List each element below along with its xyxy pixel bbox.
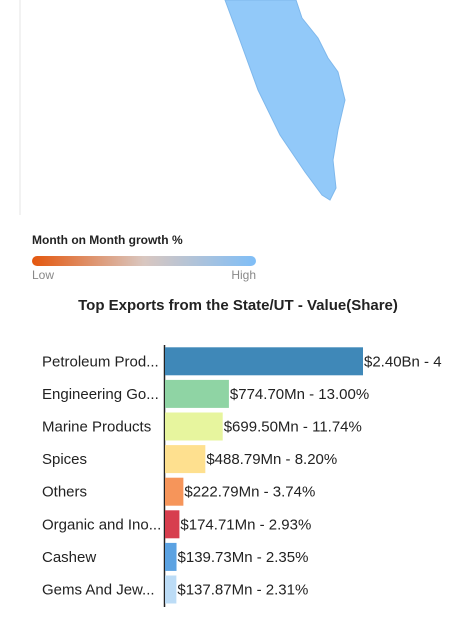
bar bbox=[165, 412, 223, 441]
value-label: $2.40Bn - 4 bbox=[364, 353, 442, 370]
legend-gradient bbox=[32, 256, 256, 266]
value-label: $174.71Mn - 2.93% bbox=[180, 516, 311, 533]
category-label: Spices bbox=[42, 451, 87, 468]
legend-high: High bbox=[231, 268, 256, 282]
bar bbox=[165, 379, 229, 408]
map-region[interactable] bbox=[224, 0, 346, 201]
value-label: $699.50Mn - 11.74% bbox=[224, 418, 362, 435]
category-label: Others bbox=[42, 484, 87, 501]
bar bbox=[165, 542, 177, 571]
legend-title: Month on Month growth % bbox=[32, 233, 183, 247]
bar bbox=[165, 510, 180, 539]
value-label: $139.73Mn - 2.35% bbox=[178, 549, 309, 566]
bar bbox=[165, 575, 177, 604]
bar bbox=[165, 445, 206, 474]
value-label: $137.87Mn - 2.31% bbox=[177, 581, 308, 598]
bar bbox=[165, 477, 184, 506]
category-label: Marine Products bbox=[42, 418, 151, 435]
value-label: $488.79Mn - 8.20% bbox=[206, 451, 337, 468]
bar bbox=[165, 347, 363, 376]
legend-low: Low bbox=[32, 268, 54, 282]
value-label: $774.70Mn - 13.00% bbox=[230, 386, 369, 403]
category-label: Gems And Jew... bbox=[42, 581, 155, 598]
chart-title: Top Exports from the State/UT - Value(Sh… bbox=[78, 297, 398, 314]
category-label: Petroleum Prod... bbox=[42, 353, 159, 370]
category-label: Engineering Go... bbox=[42, 386, 159, 403]
category-label: Organic and Ino... bbox=[42, 516, 161, 533]
value-label: $222.79Mn - 3.74% bbox=[184, 484, 315, 501]
category-label: Cashew bbox=[42, 549, 96, 566]
